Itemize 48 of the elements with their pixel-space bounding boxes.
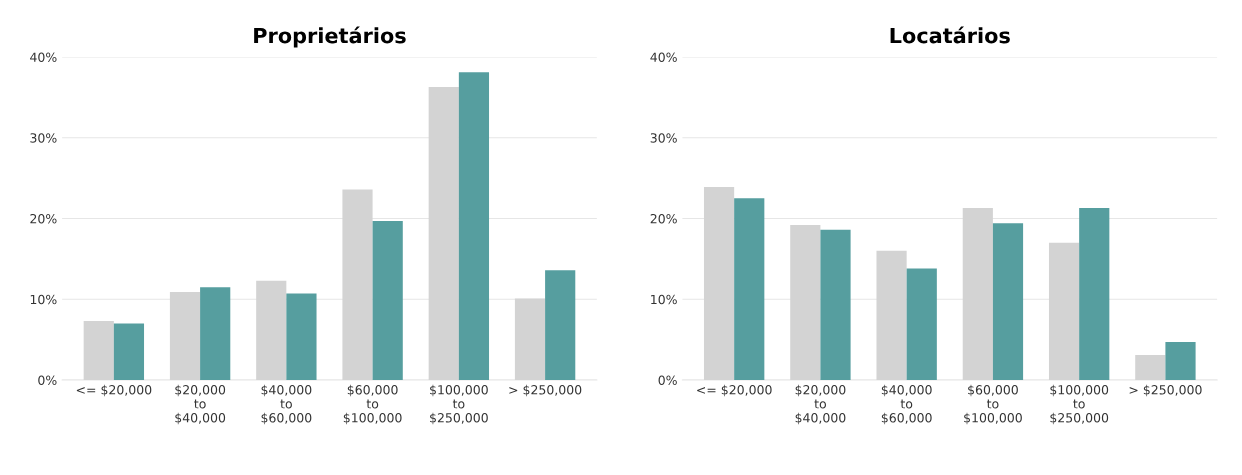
bar [458, 72, 490, 380]
bar [962, 208, 993, 380]
chart-title: Proprietários [254, 26, 406, 48]
bar [372, 220, 403, 380]
bar [906, 268, 937, 380]
bar [169, 291, 201, 380]
x-tick-label: > $250,000 [509, 384, 582, 397]
y-tick-label: 30% [30, 133, 57, 143]
x-tick-label: $60,000 to $100,000 [964, 384, 1022, 425]
y-tick-label: 0% [658, 375, 677, 385]
bar [790, 224, 821, 380]
y-tick-label: 20% [30, 213, 57, 224]
x-tick-label: > $250,000 [1129, 384, 1202, 397]
bar [992, 223, 1024, 380]
bar [734, 198, 765, 380]
y-tick-label: 10% [30, 294, 57, 305]
bar [256, 280, 287, 380]
bar [545, 270, 576, 380]
bar [428, 86, 459, 380]
y-tick-label: 30% [650, 133, 677, 143]
bar [286, 293, 317, 380]
x-tick-label: $60,000 to $100,000 [343, 384, 402, 425]
bar [113, 323, 145, 380]
x-tick-label: $40,000 to $60,000 [261, 384, 312, 425]
x-tick-label: $40,000 to $60,000 [881, 384, 932, 425]
y-tick-label: 0% [38, 375, 57, 385]
y-tick-label: 10% [651, 294, 677, 305]
bar [876, 250, 907, 380]
chart-title: Locatários [890, 26, 1010, 44]
x-tick-label: $20,000 to $40,000 [795, 384, 846, 425]
bar [1048, 242, 1080, 380]
y-tick-label: 40% [650, 52, 677, 62]
x-tick-label: $20,000 to $40,000 [175, 384, 226, 425]
x-tick-label: $100,000 to $250,000 [430, 384, 488, 425]
bar [342, 189, 373, 380]
bar [820, 229, 851, 380]
bar [1079, 208, 1110, 380]
x-tick-label: <= $20,000 [697, 384, 772, 397]
x-tick-label: <= $20,000 [76, 384, 152, 397]
bar [83, 321, 114, 380]
y-tick-label: 40% [30, 52, 57, 62]
bar [703, 187, 735, 380]
bar [200, 287, 231, 380]
bar [514, 298, 546, 380]
y-tick-label: 20% [650, 213, 677, 224]
bar [1135, 354, 1166, 380]
x-tick-label: $100,000 to $250,000 [1050, 384, 1109, 425]
bar [1165, 342, 1196, 380]
